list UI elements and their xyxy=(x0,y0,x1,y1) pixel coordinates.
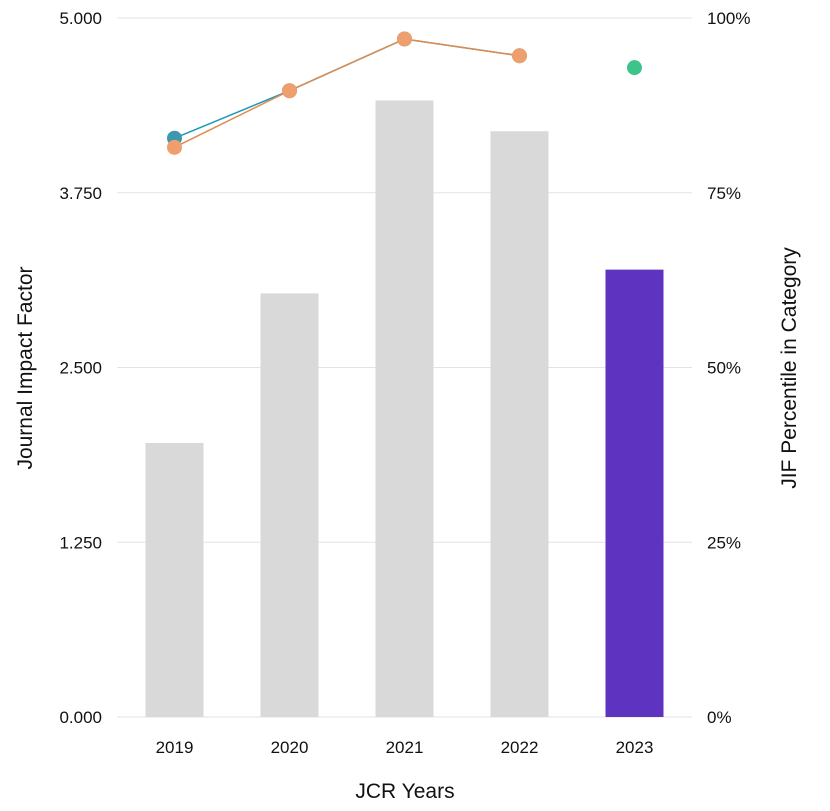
y2-tick-label: 25% xyxy=(707,533,741,552)
bar-2023 xyxy=(605,269,664,717)
percentile-point xyxy=(282,83,297,99)
x-axis-title: JCR Years xyxy=(355,780,454,803)
percentile-points xyxy=(167,31,642,155)
x-tick-label: 2020 xyxy=(271,738,309,757)
y2-tick-label: 75% xyxy=(707,184,741,203)
x-axis-ticks: 2019 2020 2021 2022 2023 xyxy=(156,738,654,757)
percentile-point xyxy=(512,48,527,64)
y2-tick-label: 50% xyxy=(707,359,741,378)
x-tick-label: 2019 xyxy=(156,738,194,757)
x-tick-label: 2021 xyxy=(386,738,424,757)
bar-2019 xyxy=(145,442,204,717)
left-axis-ticks: 0.000 1.250 2.500 3.750 5.000 xyxy=(59,9,102,727)
y2-tick-label: 0% xyxy=(707,708,732,727)
percentile-line-2 xyxy=(174,38,520,148)
x-tick-label: 2022 xyxy=(501,738,539,757)
percentile-point xyxy=(397,31,412,47)
y2-tick-label: 100% xyxy=(707,9,750,28)
y2-axis-title: JIF Percentile in Category xyxy=(778,247,801,489)
bars xyxy=(145,100,664,718)
x-tick-label: 2023 xyxy=(616,738,654,757)
right-axis-ticks: 0% 25% 50% 75% 100% xyxy=(707,9,750,727)
percentile-line-1 xyxy=(174,38,520,139)
y-tick-label: 3.750 xyxy=(59,184,102,203)
y-tick-label: 0.000 xyxy=(59,708,102,727)
y-tick-label: 5.000 xyxy=(59,9,102,28)
bar-2021 xyxy=(375,100,434,718)
bar-2022 xyxy=(490,131,549,717)
y-tick-label: 2.500 xyxy=(59,359,102,378)
bar-2020 xyxy=(260,293,319,717)
y-axis-title: Journal Impact Factor xyxy=(14,266,37,469)
percentile-lines xyxy=(174,38,520,148)
y-tick-label: 1.250 xyxy=(59,533,102,552)
percentile-point xyxy=(167,139,182,155)
percentile-point-2023 xyxy=(627,60,642,76)
